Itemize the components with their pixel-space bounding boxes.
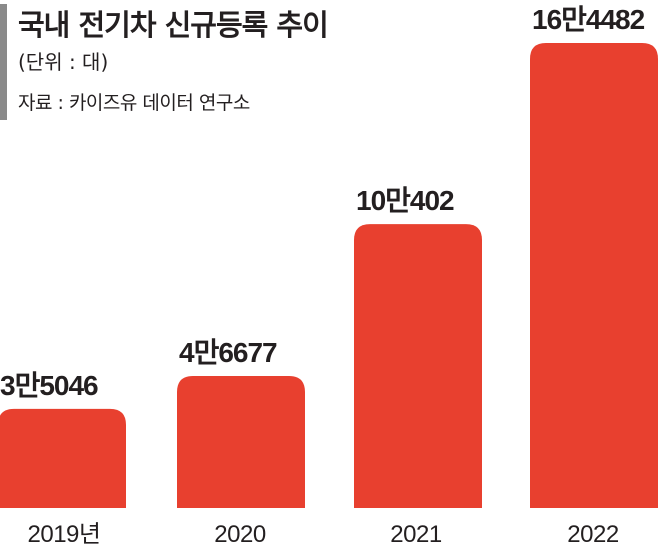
- x-tick-label-3: 2022: [567, 521, 619, 548]
- bar-value-label-1: 4만6677: [179, 337, 277, 368]
- unit-label: (단위 : 대): [18, 50, 109, 74]
- bar-2: [354, 224, 482, 508]
- x-tick-label-0: 2019년: [28, 521, 101, 548]
- chart-title: 국내 전기차 신규등록 추이: [18, 8, 329, 42]
- chart-header: 국내 전기차 신규등록 추이 (단위 : 대) 자료 : 카이즈유 데이터 연구…: [0, 0, 520, 125]
- bar-0: [0, 408, 126, 508]
- x-tick-label-1: 2020: [214, 521, 266, 548]
- bar-value-label-0: 3만5046: [0, 370, 98, 401]
- x-tick-label-2: 2021: [390, 521, 442, 548]
- source-label: 자료 : 카이즈유 데이터 연구소: [18, 92, 250, 114]
- bar-value-label-3: 16만4482: [532, 4, 645, 35]
- bar-1: [177, 376, 305, 508]
- bar-3: [530, 43, 658, 508]
- accent-bar: [0, 4, 7, 120]
- bar-value-label-2: 10만402: [356, 185, 454, 216]
